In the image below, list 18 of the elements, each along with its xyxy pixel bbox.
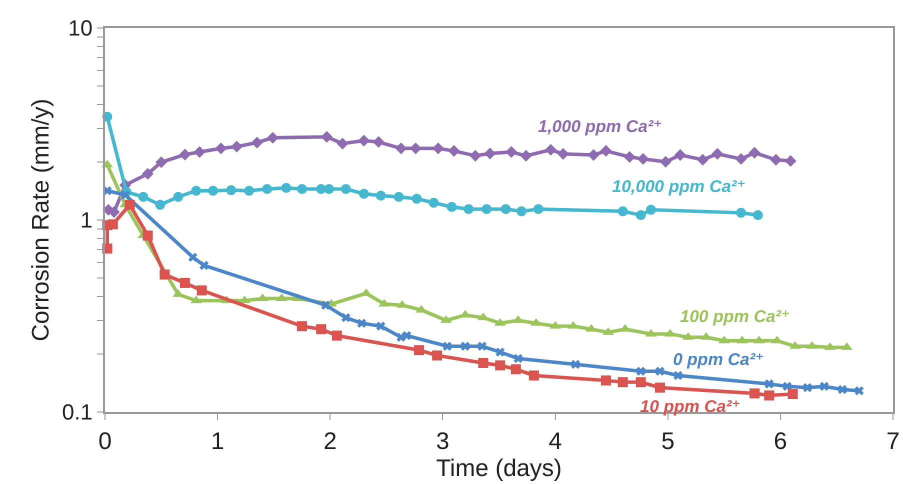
y-axis-title: Corrosion Rate (mm/y) [28,98,55,342]
series-label: 1,000 ppm Ca²⁺ [538,117,662,136]
x-tick-label: 7 [886,428,900,455]
x-tick-label: 6 [774,428,788,455]
series-label: 10,000 ppm Ca²⁺ [612,177,746,196]
series-label: 0 ppm Ca²⁺ [673,350,764,369]
series-label: 10 ppm Ca²⁺ [640,397,741,416]
x-tick-label: 4 [548,428,562,455]
x-tick-label: 0 [98,428,112,455]
y-tick-label: 1 [80,208,93,233]
x-tick-label: 5 [661,428,675,455]
x-axis-title: Time (days) [436,454,562,482]
y-tick-label: 0.1 [62,400,93,425]
x-tick-label: 2 [323,428,337,455]
x-tick-label: 3 [436,428,450,455]
series-label: 100 ppm Ca²⁺ [680,307,790,326]
x-tick-label: 1 [210,428,224,455]
y-tick-label: 10 [68,16,93,41]
